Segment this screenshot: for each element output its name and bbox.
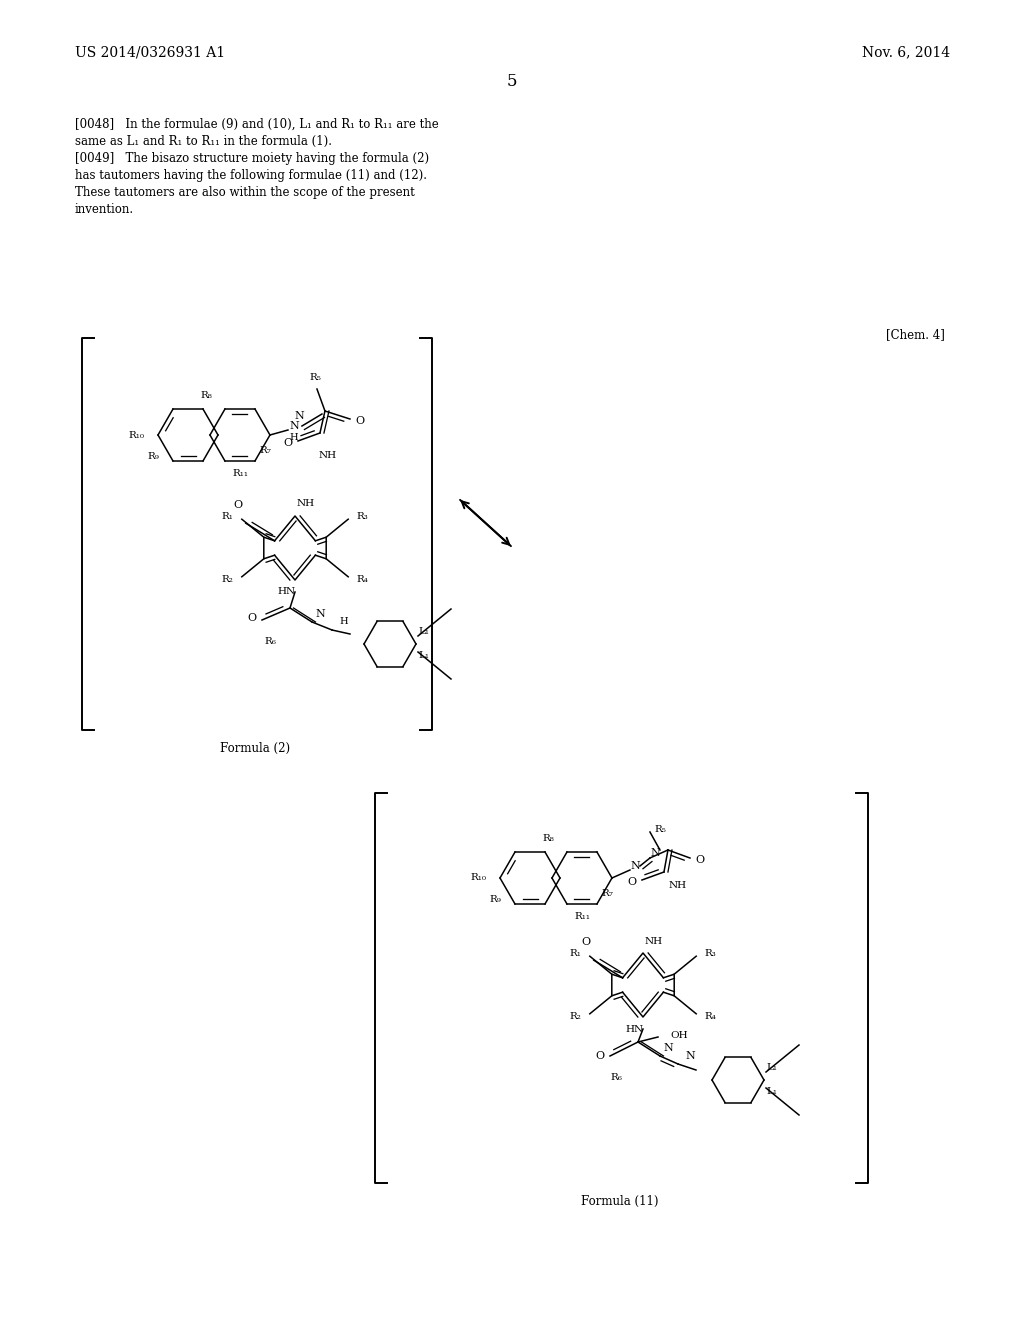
- Text: O: O: [595, 1051, 604, 1061]
- Text: 5: 5: [507, 74, 517, 91]
- Text: same as L₁ and R₁ to R₁₁ in the formula (1).: same as L₁ and R₁ to R₁₁ in the formula …: [75, 135, 332, 148]
- Text: R₆: R₆: [264, 638, 275, 647]
- Text: R₂: R₂: [222, 576, 233, 585]
- Text: O: O: [582, 937, 591, 948]
- Text: N: N: [630, 861, 640, 871]
- Text: L₁: L₁: [766, 1088, 777, 1097]
- Text: R₇: R₇: [602, 890, 613, 899]
- Text: O: O: [628, 876, 637, 887]
- Text: NH: NH: [318, 450, 337, 459]
- Text: O: O: [284, 438, 293, 447]
- Text: H: H: [340, 618, 348, 627]
- Text: R₄: R₄: [705, 1012, 716, 1022]
- Text: NH: NH: [297, 499, 315, 508]
- Text: R₁₁: R₁₁: [232, 469, 249, 478]
- Text: O: O: [248, 612, 257, 623]
- Text: [Chem. 4]: [Chem. 4]: [886, 327, 945, 341]
- Text: NH: NH: [645, 936, 664, 945]
- Text: R₂: R₂: [570, 1012, 582, 1022]
- Text: L₁: L₁: [418, 627, 429, 636]
- Text: L₁: L₁: [418, 652, 429, 660]
- Text: invention.: invention.: [75, 203, 134, 216]
- Text: R₈: R₈: [542, 834, 554, 843]
- Text: O: O: [355, 416, 365, 426]
- Text: R₁: R₁: [570, 949, 582, 958]
- Text: HN: HN: [278, 587, 295, 597]
- Text: Nov. 6, 2014: Nov. 6, 2014: [862, 45, 950, 59]
- Text: R₃: R₃: [356, 512, 368, 520]
- Text: N: N: [685, 1051, 695, 1061]
- Text: HN: HN: [625, 1024, 643, 1034]
- Text: R₆: R₆: [610, 1073, 622, 1082]
- Text: R₅: R₅: [654, 825, 666, 834]
- Text: NH: NH: [669, 882, 687, 891]
- Text: N: N: [315, 609, 325, 619]
- Text: O: O: [695, 855, 705, 865]
- Text: Formula (11): Formula (11): [582, 1195, 658, 1208]
- Text: US 2014/0326931 A1: US 2014/0326931 A1: [75, 45, 225, 59]
- Text: R₅: R₅: [309, 372, 321, 381]
- Text: R₁₀: R₁₀: [128, 430, 144, 440]
- Text: R₇: R₇: [260, 446, 271, 455]
- Text: R₁: R₁: [222, 512, 233, 520]
- Text: R₃: R₃: [705, 949, 716, 958]
- Text: R₉: R₉: [489, 895, 501, 904]
- Text: Formula (2): Formula (2): [220, 742, 290, 755]
- Text: [0049]   The bisazo structure moiety having the formula (2): [0049] The bisazo structure moiety havin…: [75, 152, 429, 165]
- Text: L₁: L₁: [766, 1064, 777, 1072]
- Text: [0048]   In the formulae (9) and (10), L₁ and R₁ to R₁₁ are the: [0048] In the formulae (9) and (10), L₁ …: [75, 117, 438, 131]
- Text: O: O: [233, 500, 243, 511]
- Text: OH: OH: [670, 1031, 688, 1040]
- Text: N: N: [650, 847, 659, 858]
- Text: N: N: [289, 421, 299, 432]
- Text: N: N: [294, 411, 304, 421]
- Text: H: H: [290, 433, 298, 441]
- Text: These tautomers are also within the scope of the present: These tautomers are also within the scop…: [75, 186, 415, 199]
- Text: N: N: [664, 1043, 673, 1053]
- Text: R₁₀: R₁₀: [470, 874, 486, 883]
- Text: R₄: R₄: [356, 576, 368, 585]
- Text: R₁₁: R₁₁: [574, 912, 591, 920]
- Text: R₉: R₉: [147, 453, 159, 462]
- Text: R₈: R₈: [200, 392, 212, 400]
- Text: has tautomers having the following formulae (11) and (12).: has tautomers having the following formu…: [75, 169, 427, 182]
